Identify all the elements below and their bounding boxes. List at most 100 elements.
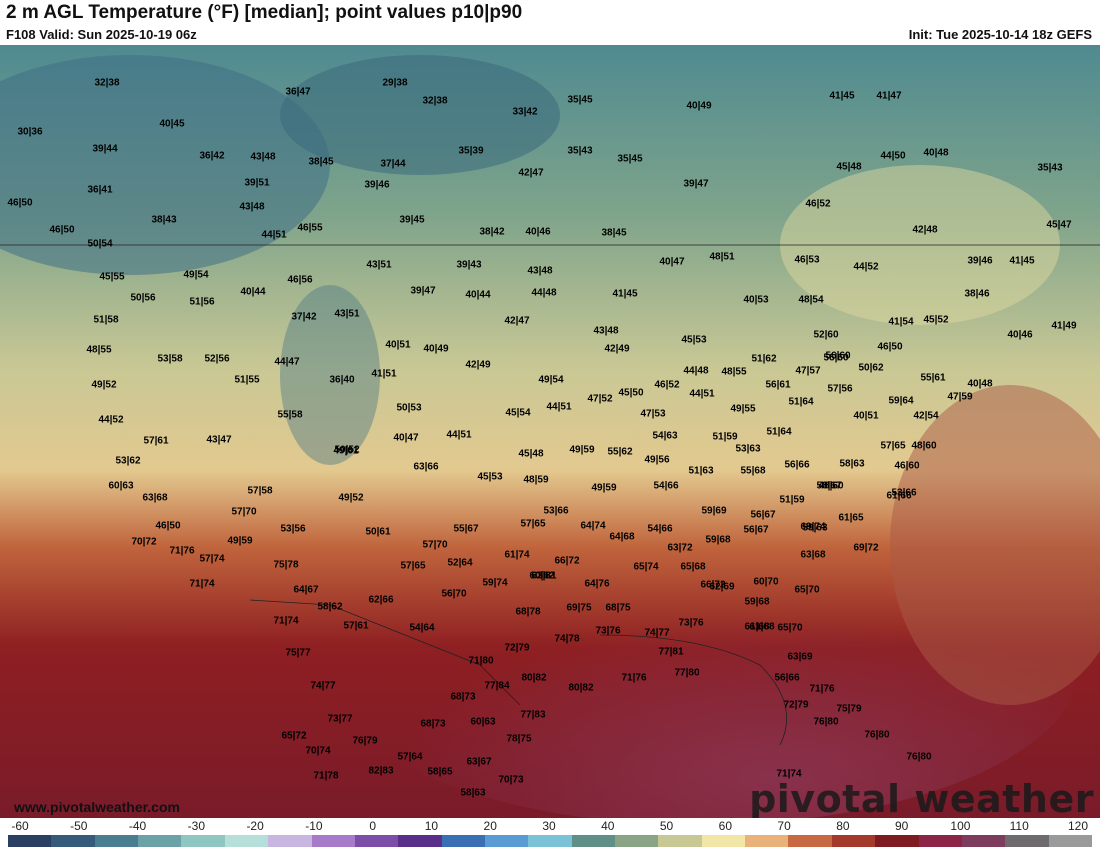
- point-value-label: 42|47: [504, 315, 530, 327]
- point-value-label: 41|45: [1009, 255, 1035, 267]
- point-value-label: 51|56: [189, 296, 215, 308]
- point-value-label: 40|48: [923, 147, 949, 159]
- point-value-label: 69|72: [853, 542, 879, 554]
- point-value-label: 58|63: [839, 458, 865, 470]
- point-value-label: 40|45: [159, 118, 185, 130]
- point-value-label: 46|50: [877, 341, 903, 353]
- point-value-label: 74|77: [644, 627, 670, 639]
- point-value-label: 44|50: [880, 150, 906, 162]
- point-value-label: 39|45: [399, 214, 425, 226]
- point-value-label: 57|70: [231, 506, 257, 518]
- point-value-label: 58|67: [816, 480, 842, 492]
- colorbar-segment: [311, 835, 355, 847]
- point-value-label: 68|75: [605, 602, 631, 614]
- point-value-label: 63|69: [787, 651, 813, 663]
- point-value-label: 36|41: [87, 184, 113, 196]
- point-value-label: 39|46: [364, 179, 390, 191]
- point-value-label: 61|68: [744, 621, 770, 633]
- point-value-label: 50|62: [858, 362, 884, 374]
- point-value-label: 69|75: [566, 602, 592, 614]
- point-value-label: 41|51: [371, 368, 397, 380]
- point-value-label: 39|47: [683, 178, 709, 190]
- point-value-label: 65|70: [777, 622, 803, 634]
- colorbar-tick-label: 70: [777, 819, 791, 833]
- pivotal-weather-watermark: pivotal weather: [749, 777, 1094, 818]
- point-value-label: 45|53: [477, 471, 503, 483]
- point-value-label: 51|64: [766, 426, 792, 438]
- point-value-label: 43|51: [366, 259, 392, 271]
- point-value-label: 75|78: [273, 559, 299, 571]
- point-value-label: 75|79: [836, 703, 862, 715]
- point-value-label: 38|43: [151, 214, 177, 226]
- colorbar-segment: [1048, 835, 1092, 847]
- point-value-label: 52|56: [204, 353, 230, 365]
- point-value-label: 72|79: [783, 699, 809, 711]
- point-value-label: 56|70: [441, 588, 467, 600]
- point-value-label: 71|78: [313, 770, 339, 782]
- point-value-label: 51|55: [234, 374, 260, 386]
- point-value-label: 45|55: [99, 271, 125, 283]
- point-value-label: 39|46: [967, 255, 993, 267]
- point-value-label: 65|70: [794, 584, 820, 596]
- point-value-label: 49|59: [569, 444, 595, 456]
- point-value-label: 64|68: [609, 531, 635, 543]
- point-value-label: 47|53: [640, 408, 666, 420]
- point-value-label: 46|50: [49, 224, 75, 236]
- point-value-label: 41|49: [1051, 320, 1077, 332]
- point-value-label: 73|76: [595, 625, 621, 637]
- point-value-label: 41|45: [612, 288, 638, 300]
- point-value-label: 80|82: [568, 682, 594, 694]
- point-value-label: 62|66: [368, 594, 394, 606]
- point-value-label: 64|76: [584, 578, 610, 590]
- point-value-label: 51|59: [779, 494, 805, 506]
- colorbar-tick-label: 110: [1009, 819, 1029, 833]
- point-value-label: 57|65: [400, 560, 426, 572]
- point-value-label: 63|66: [413, 461, 439, 473]
- point-value-label: 40|46: [1007, 329, 1033, 341]
- point-value-label: 48|51: [709, 251, 735, 263]
- point-value-label: 46|53: [794, 254, 820, 266]
- point-value-label: 32|38: [422, 95, 448, 107]
- us-mexico-border: [249, 599, 521, 706]
- point-value-label: 74|78: [554, 633, 580, 645]
- point-value-label: 37|44: [380, 158, 406, 170]
- point-value-label: 50|61: [365, 526, 391, 538]
- point-value-label: 40|51: [385, 339, 411, 351]
- colorbar-segment: [615, 835, 659, 847]
- point-value-label: 40|44: [465, 289, 491, 301]
- point-value-label: 45|48: [836, 161, 862, 173]
- point-value-label: 60|63: [108, 480, 134, 492]
- point-value-label: 68|73: [450, 691, 476, 703]
- point-value-label: 38|45: [308, 156, 334, 168]
- point-value-label: 59|69: [701, 505, 727, 517]
- point-value-label: 65|68: [680, 561, 706, 573]
- point-value-label: 53|56: [280, 523, 306, 535]
- point-value-label: 63|72: [667, 542, 693, 554]
- colorbar-tick-label: 10: [424, 819, 439, 833]
- point-value-label: 71|74: [776, 768, 802, 780]
- warm-region-atlantic: [890, 385, 1100, 705]
- point-value-label: 63|81: [531, 570, 557, 582]
- point-value-label: 44|47: [274, 356, 300, 368]
- point-value-label: 35|39: [458, 145, 484, 157]
- point-value-label: 75|77: [285, 647, 311, 659]
- point-value-label: 41|45: [829, 90, 855, 102]
- colorbar-segment: [961, 835, 1006, 847]
- point-value-label: 53|66: [543, 505, 569, 517]
- point-value-label: 54|63: [652, 430, 678, 442]
- point-value-label: 52|60: [813, 329, 839, 341]
- colorbar-tick-label: 120: [1067, 819, 1089, 833]
- colorbar-segment: [398, 835, 442, 847]
- colorbar-segment: [8, 835, 52, 847]
- point-value-label: 45|52: [923, 314, 949, 326]
- point-value-label: 59|64: [888, 395, 914, 407]
- point-value-label: 70|74: [305, 745, 331, 757]
- point-value-label: 62|69: [709, 581, 735, 593]
- point-value-label: 48|60: [818, 480, 844, 492]
- colorbar-tick-label: -50: [70, 819, 88, 833]
- point-value-label: 33|42: [512, 106, 538, 118]
- point-value-label: 40|47: [659, 256, 685, 268]
- point-value-label: 39|43: [456, 259, 482, 271]
- point-value-label: 42|49: [465, 359, 491, 371]
- point-value-label: 35|45: [617, 153, 643, 165]
